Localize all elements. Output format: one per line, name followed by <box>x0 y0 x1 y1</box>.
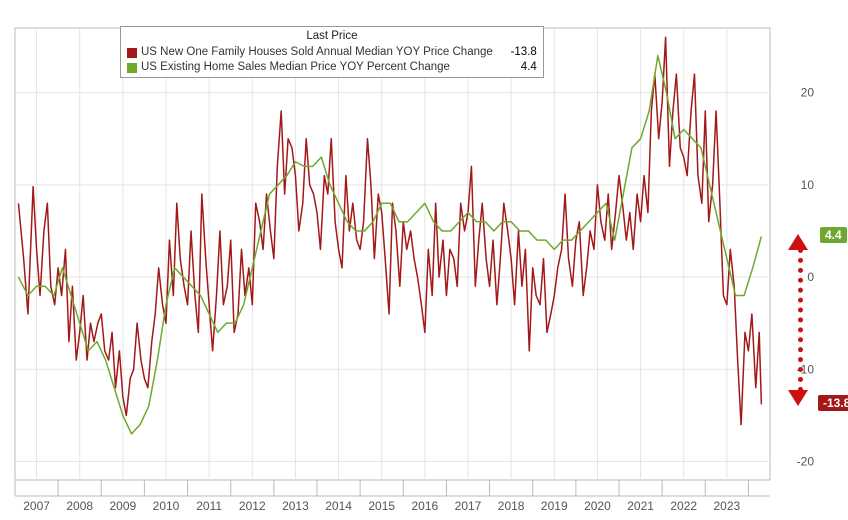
legend-value: 4.4 <box>497 60 537 75</box>
gap-arrow-down-icon <box>788 390 808 406</box>
legend-row-existing-homes: US Existing Home Sales Median Price YOY … <box>127 60 537 75</box>
legend-row-new-homes: US New One Family Houses Sold Annual Med… <box>127 45 537 60</box>
chart-container: { "chart": { "type": "line", "background… <box>0 0 848 520</box>
svg-text:2020: 2020 <box>584 499 611 513</box>
svg-text:2010: 2010 <box>153 499 180 513</box>
legend-value: -13.8 <box>497 45 537 60</box>
svg-text:2011: 2011 <box>196 499 222 513</box>
svg-text:2017: 2017 <box>455 499 482 513</box>
legend-title: Last Price <box>127 29 537 44</box>
svg-text:2015: 2015 <box>368 499 395 513</box>
svg-text:20: 20 <box>801 86 815 100</box>
endpoint-tag-existing: 4.4 <box>820 227 847 243</box>
svg-text:2007: 2007 <box>23 499 50 513</box>
svg-text:2016: 2016 <box>412 499 439 513</box>
svg-text:2012: 2012 <box>239 499 266 513</box>
svg-text:2018: 2018 <box>498 499 525 513</box>
svg-text:2009: 2009 <box>110 499 137 513</box>
svg-text:2019: 2019 <box>541 499 568 513</box>
line-chart: -20-100102020072008200920102011201220132… <box>0 0 848 520</box>
endpoint-tag-new: -13.8 <box>818 395 848 411</box>
legend-swatch-icon <box>127 48 137 58</box>
svg-text:2013: 2013 <box>282 499 309 513</box>
gap-arrow-up-icon <box>788 234 808 250</box>
svg-text:-20: -20 <box>797 455 815 469</box>
legend: Last Price US New One Family Houses Sold… <box>120 26 544 78</box>
svg-text:2014: 2014 <box>325 499 352 513</box>
legend-swatch-icon <box>127 63 137 73</box>
svg-text:2008: 2008 <box>66 499 93 513</box>
svg-text:2022: 2022 <box>670 499 697 513</box>
legend-label: US Existing Home Sales Median Price YOY … <box>141 60 450 75</box>
svg-text:10: 10 <box>801 178 815 192</box>
svg-text:2023: 2023 <box>714 499 741 513</box>
gap-arrow-body <box>798 248 803 392</box>
svg-text:0: 0 <box>807 270 814 284</box>
svg-text:2021: 2021 <box>627 499 654 513</box>
legend-label: US New One Family Houses Sold Annual Med… <box>141 45 493 60</box>
